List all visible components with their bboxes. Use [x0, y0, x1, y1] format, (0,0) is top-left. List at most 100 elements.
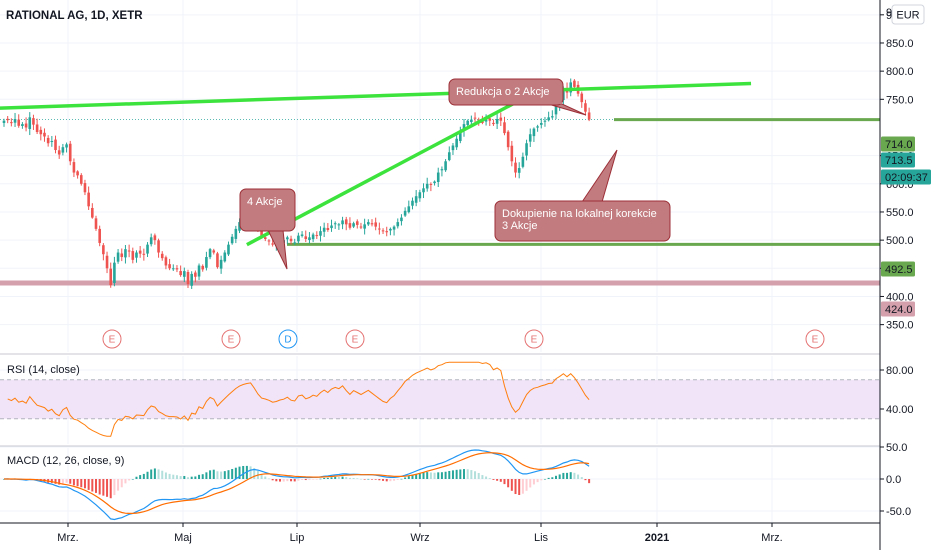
earnings-marker[interactable]: E — [221, 329, 241, 349]
time-tick-label: Mrz. — [57, 532, 78, 544]
macd-hist-bar — [488, 478, 491, 479]
candle-body — [539, 122, 543, 125]
macd-hist-bar — [83, 479, 86, 489]
candle-body — [462, 124, 466, 131]
callouts[interactable]: Redukcja o 2 Akcje 4 Akcje Dokupienie na l… — [239, 78, 671, 270]
macd-hist-bar — [249, 466, 252, 479]
macd-hist-bar — [459, 469, 462, 479]
horizontal-levels[interactable] — [0, 118, 880, 286]
event-letter: E — [228, 335, 235, 346]
candle-body — [407, 206, 411, 213]
candle-body — [528, 134, 532, 142]
macd-hist-bar — [198, 474, 201, 479]
candle-body — [65, 144, 68, 148]
candle-body — [208, 249, 212, 258]
macd-hist-bar — [183, 475, 186, 479]
macd-hist-bar — [374, 479, 377, 480]
callout-reduction[interactable]: Redukcja o 2 Akcje — [448, 78, 587, 116]
macd-hist-bar — [109, 479, 112, 499]
candle-body — [444, 161, 447, 171]
trend-lines[interactable] — [0, 81, 752, 247]
candle-body — [297, 235, 300, 242]
candle-body — [183, 271, 186, 277]
macd-hist-bar — [260, 474, 263, 479]
macd-hist-bar — [80, 479, 83, 488]
macd-hist-bar — [400, 478, 403, 480]
candle-body — [39, 129, 43, 135]
candle-body — [308, 237, 311, 241]
trend-line-long[interactable] — [0, 81, 752, 110]
macd-hist-bar — [106, 479, 109, 497]
macd-hist-bar — [481, 475, 484, 479]
macd-hist-bar — [242, 465, 245, 479]
earnings-marker[interactable]: E — [805, 329, 825, 349]
earnings-marker[interactable]: E — [345, 329, 365, 349]
candle-body — [83, 183, 87, 193]
price-tick-label: 550.0 — [886, 207, 914, 219]
signal-line — [4, 452, 590, 514]
candle-body — [91, 207, 94, 218]
macd-hist-bar — [477, 473, 480, 479]
macd-hist-bar — [58, 479, 61, 485]
candle-body — [414, 196, 418, 203]
candle-body — [337, 224, 341, 226]
macd-hist-bar — [540, 479, 543, 481]
macd-hist-bar — [422, 472, 425, 479]
macd-hist-bar — [61, 479, 64, 484]
macd-hist-bar — [95, 479, 97, 493]
candle-body — [455, 138, 458, 148]
candle-body — [120, 253, 124, 258]
candle-body — [175, 268, 179, 270]
rsi-line — [7, 361, 590, 437]
candle-body — [212, 250, 216, 253]
candle-body — [433, 181, 436, 184]
macd-hist-bar — [286, 479, 289, 482]
candle-body — [230, 236, 234, 244]
candle-body — [10, 122, 13, 124]
candle-body — [186, 272, 190, 285]
earnings-marker[interactable]: E — [524, 329, 544, 349]
candle-body — [311, 234, 315, 240]
macd-hist-bar — [234, 467, 237, 479]
candle-body — [532, 128, 536, 137]
candle-body — [28, 117, 32, 129]
macd-hist-bar — [164, 472, 167, 479]
time-tick-label: Maj — [174, 532, 192, 544]
callout-text: Dokupienie na lokalnej korekcie — [502, 208, 657, 220]
macd-pane — [3, 449, 591, 521]
candle-body — [367, 222, 370, 225]
event-letter: E — [531, 335, 538, 346]
candle-body — [514, 162, 517, 173]
candle-body — [171, 268, 175, 270]
price-label-text: 714.0 — [885, 139, 913, 151]
macd-hist-bar — [348, 477, 351, 479]
callout-buy[interactable]: 4 Akcje — [239, 188, 296, 270]
candle-body — [61, 147, 65, 153]
candle-body — [223, 252, 227, 262]
trend-line-rising[interactable] — [246, 85, 546, 247]
macd-hist-bar — [407, 476, 410, 479]
event-circle — [102, 329, 122, 349]
macd-hist-bar — [264, 476, 267, 479]
price-tick-label: 500.0 — [886, 235, 914, 247]
macd-hist-bar — [558, 474, 561, 479]
candle-body — [451, 145, 455, 151]
candle-body — [374, 222, 377, 227]
macd-hist-bar — [330, 477, 333, 479]
macd-hist-bar — [323, 477, 326, 479]
candle-body — [348, 223, 352, 228]
macd-hist-bar — [569, 472, 572, 479]
candle-body — [536, 126, 539, 128]
time-tick-label: 2021 — [645, 532, 669, 544]
macd-hist-bar — [496, 479, 499, 481]
macd-hist-bar — [371, 479, 373, 480]
macd-hist-bar — [345, 477, 348, 479]
dividend-marker[interactable]: D — [278, 329, 298, 349]
earnings-marker[interactable]: E — [102, 329, 122, 349]
event-circle — [345, 329, 365, 349]
currency-button[interactable]: EUR — [891, 4, 925, 25]
candle-body — [135, 252, 138, 258]
